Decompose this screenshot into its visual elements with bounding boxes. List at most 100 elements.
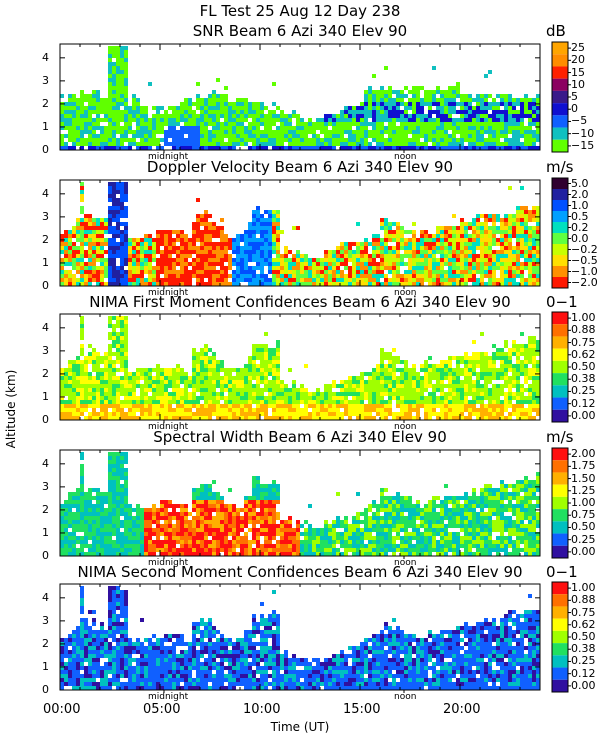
heatmap-cell	[332, 142, 336, 146]
heatmap-cell	[512, 372, 516, 376]
heatmap-cell	[112, 126, 116, 130]
heatmap-cell	[424, 230, 428, 234]
heatmap-cell	[88, 218, 92, 222]
heatmap-cell	[504, 372, 508, 376]
heatmap-cell	[108, 254, 112, 258]
heatmap-cell	[284, 130, 288, 134]
heatmap-cell	[356, 282, 360, 286]
heatmap-cell	[236, 388, 240, 392]
heatmap-cell	[488, 94, 492, 98]
heatmap-cell	[212, 142, 216, 146]
heatmap-cell	[200, 364, 204, 368]
heatmap-cell	[192, 118, 196, 122]
heatmap-cell	[68, 110, 72, 114]
heatmap-cell	[128, 266, 132, 270]
heatmap-cell	[268, 118, 272, 122]
heatmap-cell	[532, 142, 536, 146]
heatmap-cell	[444, 364, 448, 368]
heatmap-cell	[488, 114, 492, 118]
heatmap-cell	[204, 122, 208, 126]
heatmap-cell	[472, 262, 476, 266]
heatmap-cell	[380, 122, 384, 126]
heatmap-cell	[252, 138, 256, 142]
heatmap-cell	[136, 118, 140, 122]
heatmap-cell	[192, 102, 196, 106]
heatmap-cell	[244, 372, 248, 376]
heatmap-cell	[292, 270, 296, 274]
heatmap-cell	[324, 118, 328, 122]
heatmap-cell	[280, 278, 284, 282]
heatmap-cell	[316, 396, 320, 400]
heatmap-cell	[300, 274, 304, 278]
heatmap-cell	[460, 142, 464, 146]
heatmap-cell	[80, 234, 84, 238]
heatmap-cell	[264, 344, 268, 348]
heatmap-cell	[372, 274, 376, 278]
heatmap-cell	[380, 146, 384, 150]
heatmap-cell	[388, 146, 392, 150]
heatmap-cell	[504, 238, 508, 242]
heatmap-cell	[240, 372, 244, 376]
heatmap-cell	[268, 348, 272, 352]
heatmap-cell	[432, 130, 436, 134]
heatmap-cell	[160, 146, 164, 150]
heatmap-cell	[108, 404, 112, 408]
heatmap-cell	[108, 186, 112, 190]
heatmap-cell	[532, 282, 536, 286]
heatmap-cell	[396, 412, 400, 416]
heatmap-cell	[224, 114, 228, 118]
heatmap-cell	[344, 242, 348, 246]
heatmap-cell	[188, 114, 192, 118]
heatmap-cell	[500, 384, 504, 388]
heatmap-cell	[364, 98, 368, 102]
heatmap-cell	[480, 130, 484, 134]
heatmap-cell	[236, 266, 240, 270]
heatmap-cell	[468, 262, 472, 266]
heatmap-cell	[128, 380, 132, 384]
heatmap-cell	[192, 388, 196, 392]
heatmap-cell	[80, 274, 84, 278]
heatmap-cell	[360, 376, 364, 380]
heatmap-cell	[436, 258, 440, 262]
heatmap-cell	[316, 282, 320, 286]
heatmap-cell	[160, 400, 164, 404]
heatmap-cell	[312, 126, 316, 130]
heatmap-cell	[512, 278, 516, 282]
heatmap-cell	[60, 246, 64, 250]
heatmap-cell	[412, 380, 416, 384]
heatmap-cell	[268, 352, 272, 356]
heatmap-cell	[472, 392, 476, 396]
heatmap-cell	[192, 392, 196, 396]
heatmap-cell	[108, 214, 112, 218]
heatmap-cell	[196, 262, 200, 266]
heatmap-cell	[408, 416, 412, 420]
heatmap-cell	[144, 130, 148, 134]
heatmap-cell	[536, 106, 540, 110]
heatmap-cell	[500, 118, 504, 122]
heatmap-cell	[532, 274, 536, 278]
heatmap-cell	[480, 142, 484, 146]
heatmap-cell	[140, 376, 144, 380]
heatmap-cell	[236, 392, 240, 396]
heatmap-cell	[216, 372, 220, 376]
heatmap-cell	[96, 266, 100, 270]
heatmap-cell	[80, 146, 84, 150]
heatmap-cell	[320, 126, 324, 130]
heatmap-cell	[520, 254, 524, 258]
heatmap-cell	[512, 102, 516, 106]
heatmap-cell	[168, 396, 172, 400]
heatmap-cell	[492, 356, 496, 360]
heatmap-cell	[92, 262, 96, 266]
heatmap-cell	[340, 412, 344, 416]
heatmap-cell	[260, 230, 264, 234]
heatmap-cell	[188, 254, 192, 258]
heatmap-cell	[116, 66, 120, 70]
heatmap-cell	[60, 282, 64, 286]
heatmap-cell	[472, 282, 476, 286]
heatmap-cell	[428, 98, 432, 102]
heatmap-cell	[132, 254, 136, 258]
heatmap-cell	[156, 400, 160, 404]
heatmap-cell	[84, 110, 88, 114]
heatmap-cell	[116, 106, 120, 110]
heatmap-cell	[388, 142, 392, 146]
